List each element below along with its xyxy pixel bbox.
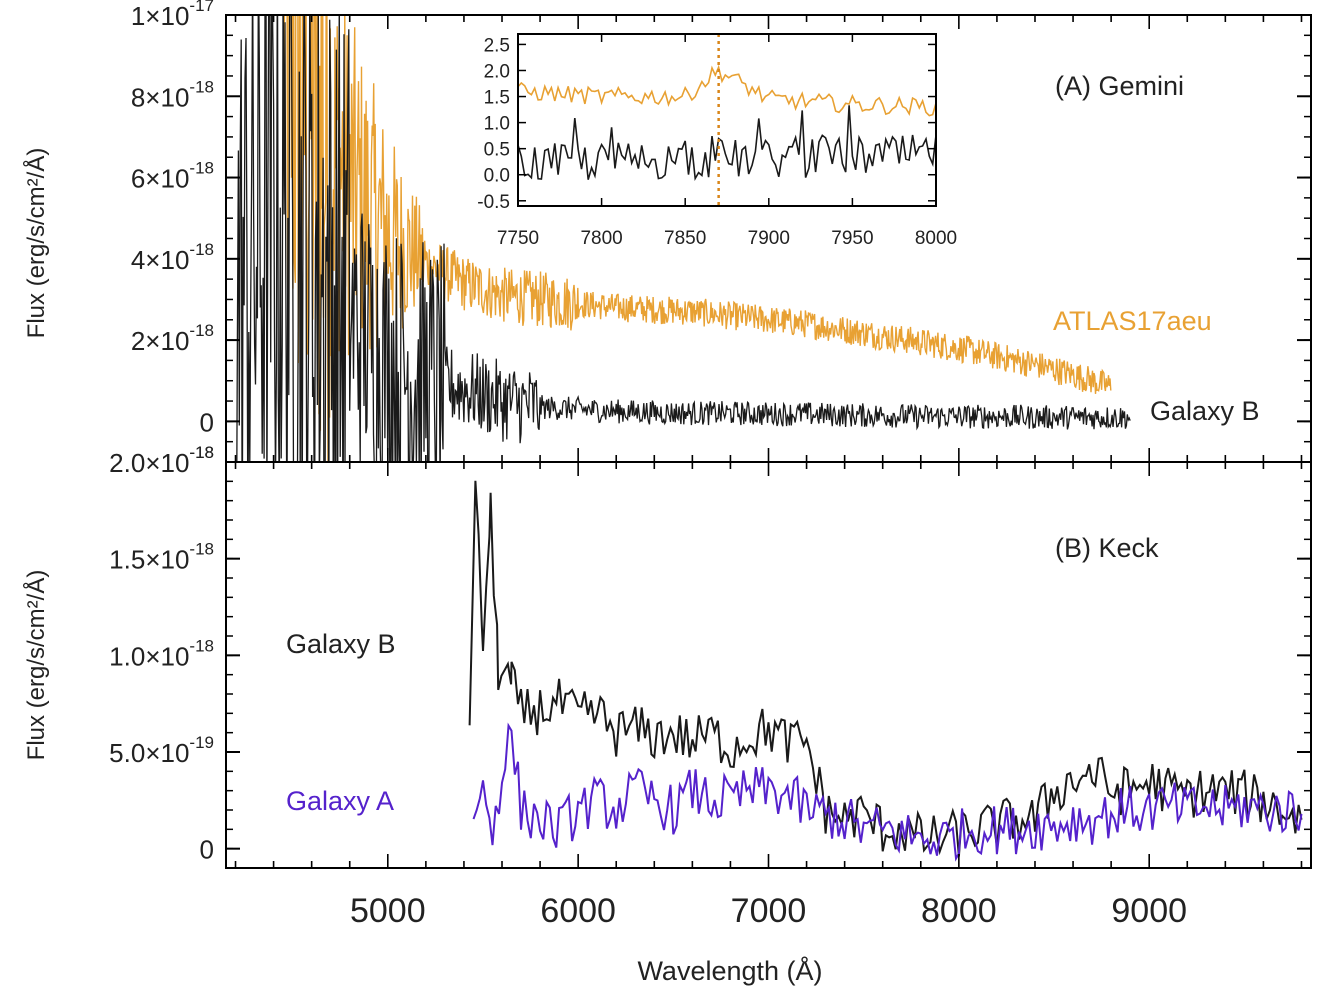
panel-b-ytick-label: 2.0×10-18 <box>109 443 214 478</box>
panel-b-axes: 2.0×10-18 1.5×10-18 1.0×10-18 5.0×10-19 0 <box>109 443 1311 868</box>
inset-series-atlas17aeu <box>519 64 935 117</box>
legend-galaxy-b-gemini: Galaxy B <box>1150 396 1260 426</box>
panel-gemini: 1×10-178×10-186×10-184×10-182×10-180-18 … <box>22 0 1312 463</box>
panel-b-ytick-label: 1.0×10-18 <box>109 636 214 671</box>
inset-plot: -0.5 0.0 0.5 1.0 1.5 2.0 2.5 7750 7800 7850 7900 79… <box>477 33 957 249</box>
inset-axes: -0.5 0.0 0.5 1.0 1.5 2.0 2.5 7750 7800 7850 7900 79… <box>477 34 957 249</box>
x-tick-label: 5000 <box>350 892 426 930</box>
series-atlas17aeu-gemini <box>282 16 1112 461</box>
panel-a-ytick-label: -18 <box>189 443 214 462</box>
panel-a-ytick-label: 1×10-17 <box>131 0 214 31</box>
panel-b-ytick-label: 0 <box>200 835 214 865</box>
inset-ytick-label: 1.5 <box>484 88 510 109</box>
inset-frame <box>517 33 937 207</box>
inset-background <box>518 34 936 206</box>
panel-keck: 2.0×10-18 1.5×10-18 1.0×10-18 5.0×10-19 0 (B… <box>22 443 1312 869</box>
x-axis-label: Wavelength (Å) <box>637 955 822 986</box>
inset-ytick-label: 2.0 <box>484 61 510 82</box>
panel-a-ylabel: Flux (erg/s/cm²/Å) <box>22 148 50 339</box>
panel-a-ytick-label: 8×10-18 <box>131 77 214 112</box>
x-tick-label: 7000 <box>731 892 807 930</box>
legend-atlas17aeu: ATLAS17aeu <box>1053 306 1212 336</box>
inset-ytick-label: 1.0 <box>484 114 510 135</box>
legend-galaxy-a: Galaxy A <box>286 786 394 816</box>
inset-xtick-label: 7850 <box>664 228 706 249</box>
panel-b-ytick-label: 1.5×10-18 <box>109 540 214 575</box>
inset-series-galaxy-b <box>519 105 935 182</box>
series-galaxy-a-keck <box>472 722 1303 862</box>
panel-a-ytick-label: 0 <box>200 407 214 437</box>
panel-a-ytick-label: 2×10-18 <box>131 321 214 356</box>
inset-ytick-label: 2.5 <box>484 35 510 56</box>
panel-a-ytick-label: 4×10-18 <box>131 240 214 275</box>
inset-ytick-label: -0.5 <box>477 192 510 213</box>
panel-a-title: (A) Gemini <box>1055 71 1184 101</box>
inset-ytick-label: 0.5 <box>484 140 510 161</box>
x-tick-label: 9000 <box>1111 892 1187 930</box>
panel-a-ytick-label: 6×10-18 <box>131 159 214 194</box>
panel-b-title: (B) Keck <box>1055 533 1159 563</box>
legend-galaxy-b-keck: Galaxy B <box>286 629 396 659</box>
panel-a-axes: 1×10-17 8×10-18 6×10-18 4×10-18 2×10-18 0 -18 <box>131 0 1311 463</box>
panel-b-ylabel: Flux (erg/s/cm²/Å) <box>22 570 50 761</box>
x-tick-label: 8000 <box>921 892 997 930</box>
inset-xtick-label: 7750 <box>497 228 539 249</box>
inset-xtick-label: 7950 <box>831 228 873 249</box>
inset-ytick-label: 0.0 <box>484 166 510 187</box>
series-galaxy-b-gemini <box>236 16 1131 461</box>
inset-xtick-label: 7800 <box>580 228 622 249</box>
inset-xtick-label: 7900 <box>748 228 790 249</box>
x-tick-label: 6000 <box>540 892 616 930</box>
inset-xtick-label: 8000 <box>915 228 957 249</box>
panel-b-ytick-label: 5.0×10-19 <box>109 733 214 768</box>
shared-x-axis: 5000 6000 7000 8000 9000 <box>350 892 1187 930</box>
